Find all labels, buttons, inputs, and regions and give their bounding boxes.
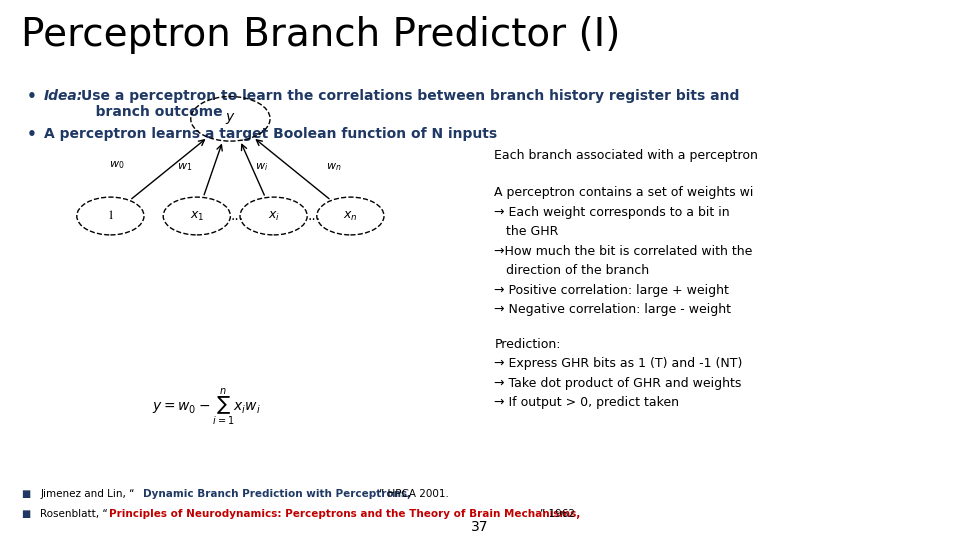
Text: $y$: $y$ xyxy=(225,111,236,126)
Text: ■: ■ xyxy=(21,509,31,519)
Text: $w_1$: $w_1$ xyxy=(177,161,192,173)
Text: Use a perceptron to learn the correlations between branch history register bits : Use a perceptron to learn the correlatio… xyxy=(81,89,739,119)
Text: ■: ■ xyxy=(21,489,31,499)
Text: Principles of Neurodynamics: Perceptrons and the Theory of Brain Mechanisms,: Principles of Neurodynamics: Perceptrons… xyxy=(109,509,581,519)
Text: ...: ... xyxy=(230,209,244,223)
Text: ” 1962: ” 1962 xyxy=(540,509,574,519)
Text: ...: ... xyxy=(307,209,321,223)
Text: $w_i$: $w_i$ xyxy=(254,161,268,173)
Text: $w_n$: $w_n$ xyxy=(326,161,342,173)
Text: $x_1$: $x_1$ xyxy=(189,210,204,222)
Text: Rosenblatt, “: Rosenblatt, “ xyxy=(40,509,108,519)
Text: •: • xyxy=(27,89,36,104)
Text: ” HPCA 2001.: ” HPCA 2001. xyxy=(379,489,449,499)
Text: $y = w_0 - \sum_{i=1}^{n} x_i w_i$: $y = w_0 - \sum_{i=1}^{n} x_i w_i$ xyxy=(152,387,261,428)
Text: $x_n$: $x_n$ xyxy=(343,210,358,222)
Text: 37: 37 xyxy=(471,519,489,534)
Text: Dynamic Branch Prediction with Perceptrons,: Dynamic Branch Prediction with Perceptro… xyxy=(143,489,411,499)
Text: Jimenez and Lin, “: Jimenez and Lin, “ xyxy=(40,489,134,499)
Text: 1: 1 xyxy=(108,210,113,222)
Text: $w_0$: $w_0$ xyxy=(109,159,125,171)
Text: Perceptron Branch Predictor (I): Perceptron Branch Predictor (I) xyxy=(21,16,620,54)
Text: Each branch associated with a perceptron: Each branch associated with a perceptron xyxy=(494,148,758,161)
Text: Prediction:
→ Express GHR bits as 1 (T) and -1 (NT)
→ Take dot product of GHR an: Prediction: → Express GHR bits as 1 (T) … xyxy=(494,338,743,409)
Text: A perceptron learns a target Boolean function of N inputs: A perceptron learns a target Boolean fun… xyxy=(44,127,497,141)
Text: Idea:: Idea: xyxy=(44,89,84,103)
Text: A perceptron contains a set of weights wi
→ Each weight corresponds to a bit in
: A perceptron contains a set of weights w… xyxy=(494,186,754,316)
Text: $x_i$: $x_i$ xyxy=(268,210,279,222)
Text: •: • xyxy=(27,127,36,142)
